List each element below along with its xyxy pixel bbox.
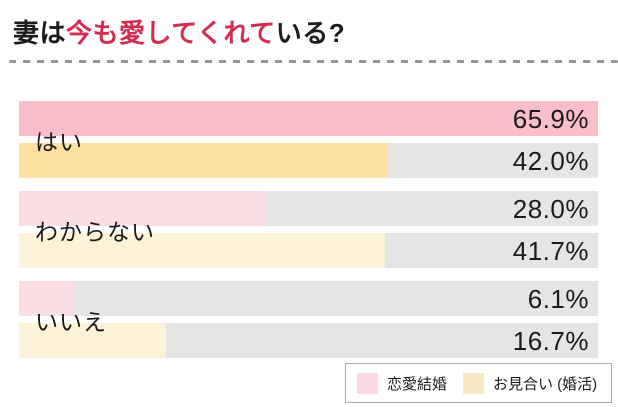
bar-love-marriage-no: 6.1% <box>19 281 598 316</box>
bar-fill <box>19 143 388 178</box>
chart-group-no: 6.1% 16.7% いいえ <box>19 281 598 358</box>
bar-love-marriage-unsure: 28.0% <box>19 191 598 226</box>
legend-label-love-marriage: 恋愛結婚 <box>387 375 448 393</box>
title-suffix: いる? <box>275 18 346 48</box>
title-prefix: 妻は <box>13 18 67 48</box>
bar-fill <box>19 323 166 358</box>
title-highlight: 今も愛してくれて <box>66 18 276 48</box>
category-label-yes: はい <box>35 128 83 155</box>
value-label: 16.7% <box>512 325 589 356</box>
bar-chart: 65.9% 42.0% はい 28.0% 41.7% わからない 6.1% <box>19 101 598 358</box>
chart-group-yes: 65.9% 42.0% はい <box>19 101 598 178</box>
chart-group-unsure: 28.0% 41.7% わからない <box>19 191 598 268</box>
bar-arranged-marriage-no: 16.7% <box>19 323 598 358</box>
category-label-no: いいえ <box>35 308 107 335</box>
page-title: 妻は今も愛してくれている? <box>13 13 345 50</box>
value-label: 42.0% <box>512 145 589 176</box>
legend-swatch-pink <box>357 372 378 394</box>
bar-arranged-marriage-yes: 42.0% <box>19 143 598 178</box>
bar-fill <box>19 281 73 316</box>
bar-fill <box>19 191 265 226</box>
legend: 恋愛結婚 お見合い (婚活) <box>345 363 612 403</box>
legend-label-arranged-marriage: お見合い (婚活) <box>493 375 598 393</box>
category-label-unsure: わからない <box>35 218 155 245</box>
value-label: 6.1% <box>527 283 589 314</box>
bar-arranged-marriage-unsure: 41.7% <box>19 233 598 268</box>
value-label: 28.0% <box>512 193 589 224</box>
bar-love-marriage-yes: 65.9% <box>19 101 598 136</box>
bar-fill <box>19 101 598 136</box>
legend-swatch-yellow <box>463 372 485 394</box>
legend-item-love-marriage: 恋愛結婚 <box>357 372 448 394</box>
legend-item-arranged-marriage: お見合い (婚活) <box>463 372 598 394</box>
value-label: 41.7% <box>512 235 589 266</box>
dashed-divider <box>9 60 618 63</box>
value-label: 65.9% <box>512 103 589 134</box>
bar-fill <box>19 233 386 268</box>
